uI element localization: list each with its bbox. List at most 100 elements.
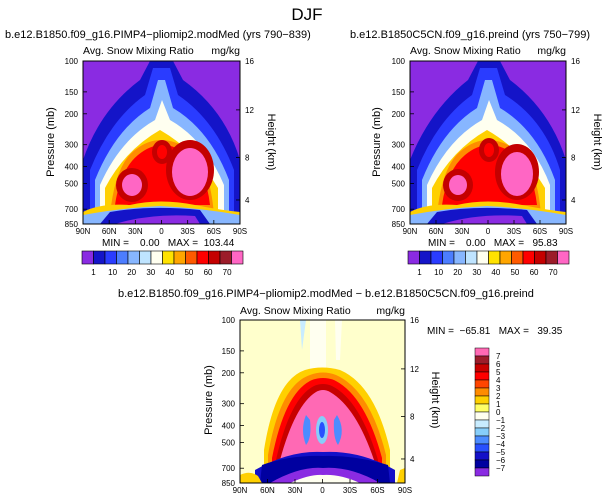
x-tick-label: 90N	[403, 227, 418, 236]
y-right-tick-label: 16	[410, 316, 419, 325]
colorbar-swatch	[474, 387, 490, 397]
colorbar-label: −7	[496, 464, 506, 473]
y-tick-label: 400	[65, 163, 79, 172]
y-tick-label: 850	[392, 220, 406, 229]
colorbar-swatch	[139, 250, 152, 265]
panel-2-title: b.e12.B1850C5CN.f09_g16.preind (yrs 750−…	[350, 29, 590, 41]
colorbar-label: 2	[496, 392, 501, 401]
colorbar-swatch	[474, 347, 490, 357]
colorbar-label: 20	[127, 268, 136, 277]
y-tick-label: 400	[392, 163, 406, 172]
figure-title: DJF	[291, 5, 322, 24]
colorbar-swatch	[81, 250, 94, 265]
colorbar-swatch	[474, 379, 490, 389]
y-tick-label: 200	[392, 110, 406, 119]
y-tick-label: 300	[392, 141, 406, 150]
panel-3-subtitle-left: Avg. Snow Mixing Ratio	[240, 305, 351, 317]
y-tick-label: 150	[392, 88, 406, 97]
y-tick-label: 150	[65, 88, 79, 97]
colorbar-label: 30	[472, 268, 481, 277]
colorbar-swatch	[173, 250, 186, 265]
x-tick-label: 30N	[128, 227, 143, 236]
y-tick-label: 500	[222, 439, 236, 448]
colorbar-swatch	[196, 250, 209, 265]
colorbar-swatch	[185, 250, 198, 265]
y-right-tick-label: 4	[571, 196, 576, 205]
y-right-tick-label: 8	[410, 412, 415, 421]
colorbar-label: 70	[549, 268, 558, 277]
x-tick-label: 60N	[260, 486, 275, 495]
colorbar-swatch	[545, 250, 558, 265]
panel-2: b.e12.B1850C5CN.f09_g16.preind (yrs 750−…	[350, 29, 603, 249]
y-right-tick-label: 8	[245, 153, 250, 162]
colorbar-label: 1	[496, 400, 501, 409]
colorbar-swatch	[474, 451, 490, 461]
panel-1-ylabel-right: Height (km)	[265, 114, 277, 171]
x-tick-label: 30N	[288, 486, 303, 495]
colorbar-swatch	[453, 250, 466, 265]
panel-2-ylabel-right: Height (km)	[591, 114, 603, 171]
colorbar-swatch	[162, 250, 175, 265]
x-tick-label: 30N	[455, 227, 470, 236]
y-tick-label: 400	[222, 422, 236, 431]
x-tick-label: 60S	[207, 227, 221, 236]
panel-3-x-ticks: 90N 60N 30N 0 30S 60S 90S	[233, 479, 412, 495]
y-right-tick-label: 4	[245, 196, 250, 205]
panel-3-title: b.e12.B1850.f09_g16.PIMP4−pliomip2.modMe…	[118, 288, 534, 300]
panel-3-plot	[239, 319, 406, 484]
panel-2-subtitle-right: mg/kg	[537, 45, 566, 57]
colorbar-swatch	[231, 250, 244, 265]
colorbar-swatch	[474, 355, 490, 365]
x-tick-label: 30S	[507, 227, 521, 236]
colorbar-label: −1	[496, 416, 506, 425]
colorbar-swatch	[116, 250, 129, 265]
x-tick-label: 90N	[233, 486, 248, 495]
y-tick-label: 100	[222, 316, 236, 325]
x-tick-label: 30S	[343, 486, 357, 495]
x-tick-label: 30S	[181, 227, 195, 236]
colorbar-label: 70	[223, 268, 232, 277]
colorbar-label: 30	[146, 268, 155, 277]
panel-3-ylabel-right: Height (km)	[429, 372, 441, 429]
y-right-tick-label: 12	[571, 106, 580, 115]
colorbar-swatch	[499, 250, 512, 265]
x-tick-label: 60S	[370, 486, 384, 495]
colorbar-label: 60	[204, 268, 213, 277]
y-right-tick-label: 16	[571, 57, 580, 66]
x-tick-label: 0	[320, 486, 325, 495]
colorbar-label: 20	[453, 268, 462, 277]
colorbar-swatch	[219, 250, 232, 265]
y-tick-label: 100	[392, 57, 406, 66]
panel-1-x-ticks: 90N 60N 30N 0 30S 60S 90S	[76, 220, 247, 236]
colorbar-swatch	[442, 250, 455, 265]
panel-3-ylabel: Pressure (mb)	[203, 365, 215, 435]
panel-1-subtitle-left: Avg. Snow Mixing Ratio	[83, 45, 194, 57]
panel-2-x-ticks: 90N 60N 30N 0 30S 60S 90S	[403, 220, 573, 236]
x-tick-label: 90S	[559, 227, 573, 236]
panel-3-y-ticks: 100 150 200 300 400 500 700 850	[222, 316, 244, 488]
y-right-tick-label: 12	[410, 365, 419, 374]
y-right-tick-label: 16	[245, 57, 254, 66]
colorbar-swatch	[407, 250, 420, 265]
y-right-tick-label: 4	[410, 455, 415, 464]
colorbar-label: 50	[184, 268, 193, 277]
panel-2-plot	[409, 60, 567, 225]
y-tick-label: 200	[65, 110, 79, 119]
colorbar-swatch	[474, 459, 490, 469]
panel-1-y-ticks: 100 150 200 300 400 500 700 850	[65, 57, 87, 229]
panel-2-colorbar: 1 10 20 30 40 50 60 70	[407, 250, 570, 277]
x-tick-label: 90S	[233, 227, 247, 236]
panel-1-y-ticks-right: 16 12 8 4	[236, 57, 254, 205]
y-tick-label: 850	[65, 220, 79, 229]
panel-1-ylabel: Pressure (mb)	[45, 107, 57, 177]
colorbar-swatch	[474, 419, 490, 429]
colorbar-swatch	[534, 250, 547, 265]
colorbar-swatch	[557, 250, 570, 265]
colorbar-swatch	[474, 467, 490, 477]
panel-2-y-ticks: 100 150 200 300 400 500 700 850	[392, 57, 414, 229]
y-tick-label: 700	[392, 205, 406, 214]
x-tick-label: 60N	[429, 227, 444, 236]
colorbar-label: 1	[417, 268, 422, 277]
panel-2-stats: MIN = 0.00 MAX = 95.83	[428, 238, 558, 249]
